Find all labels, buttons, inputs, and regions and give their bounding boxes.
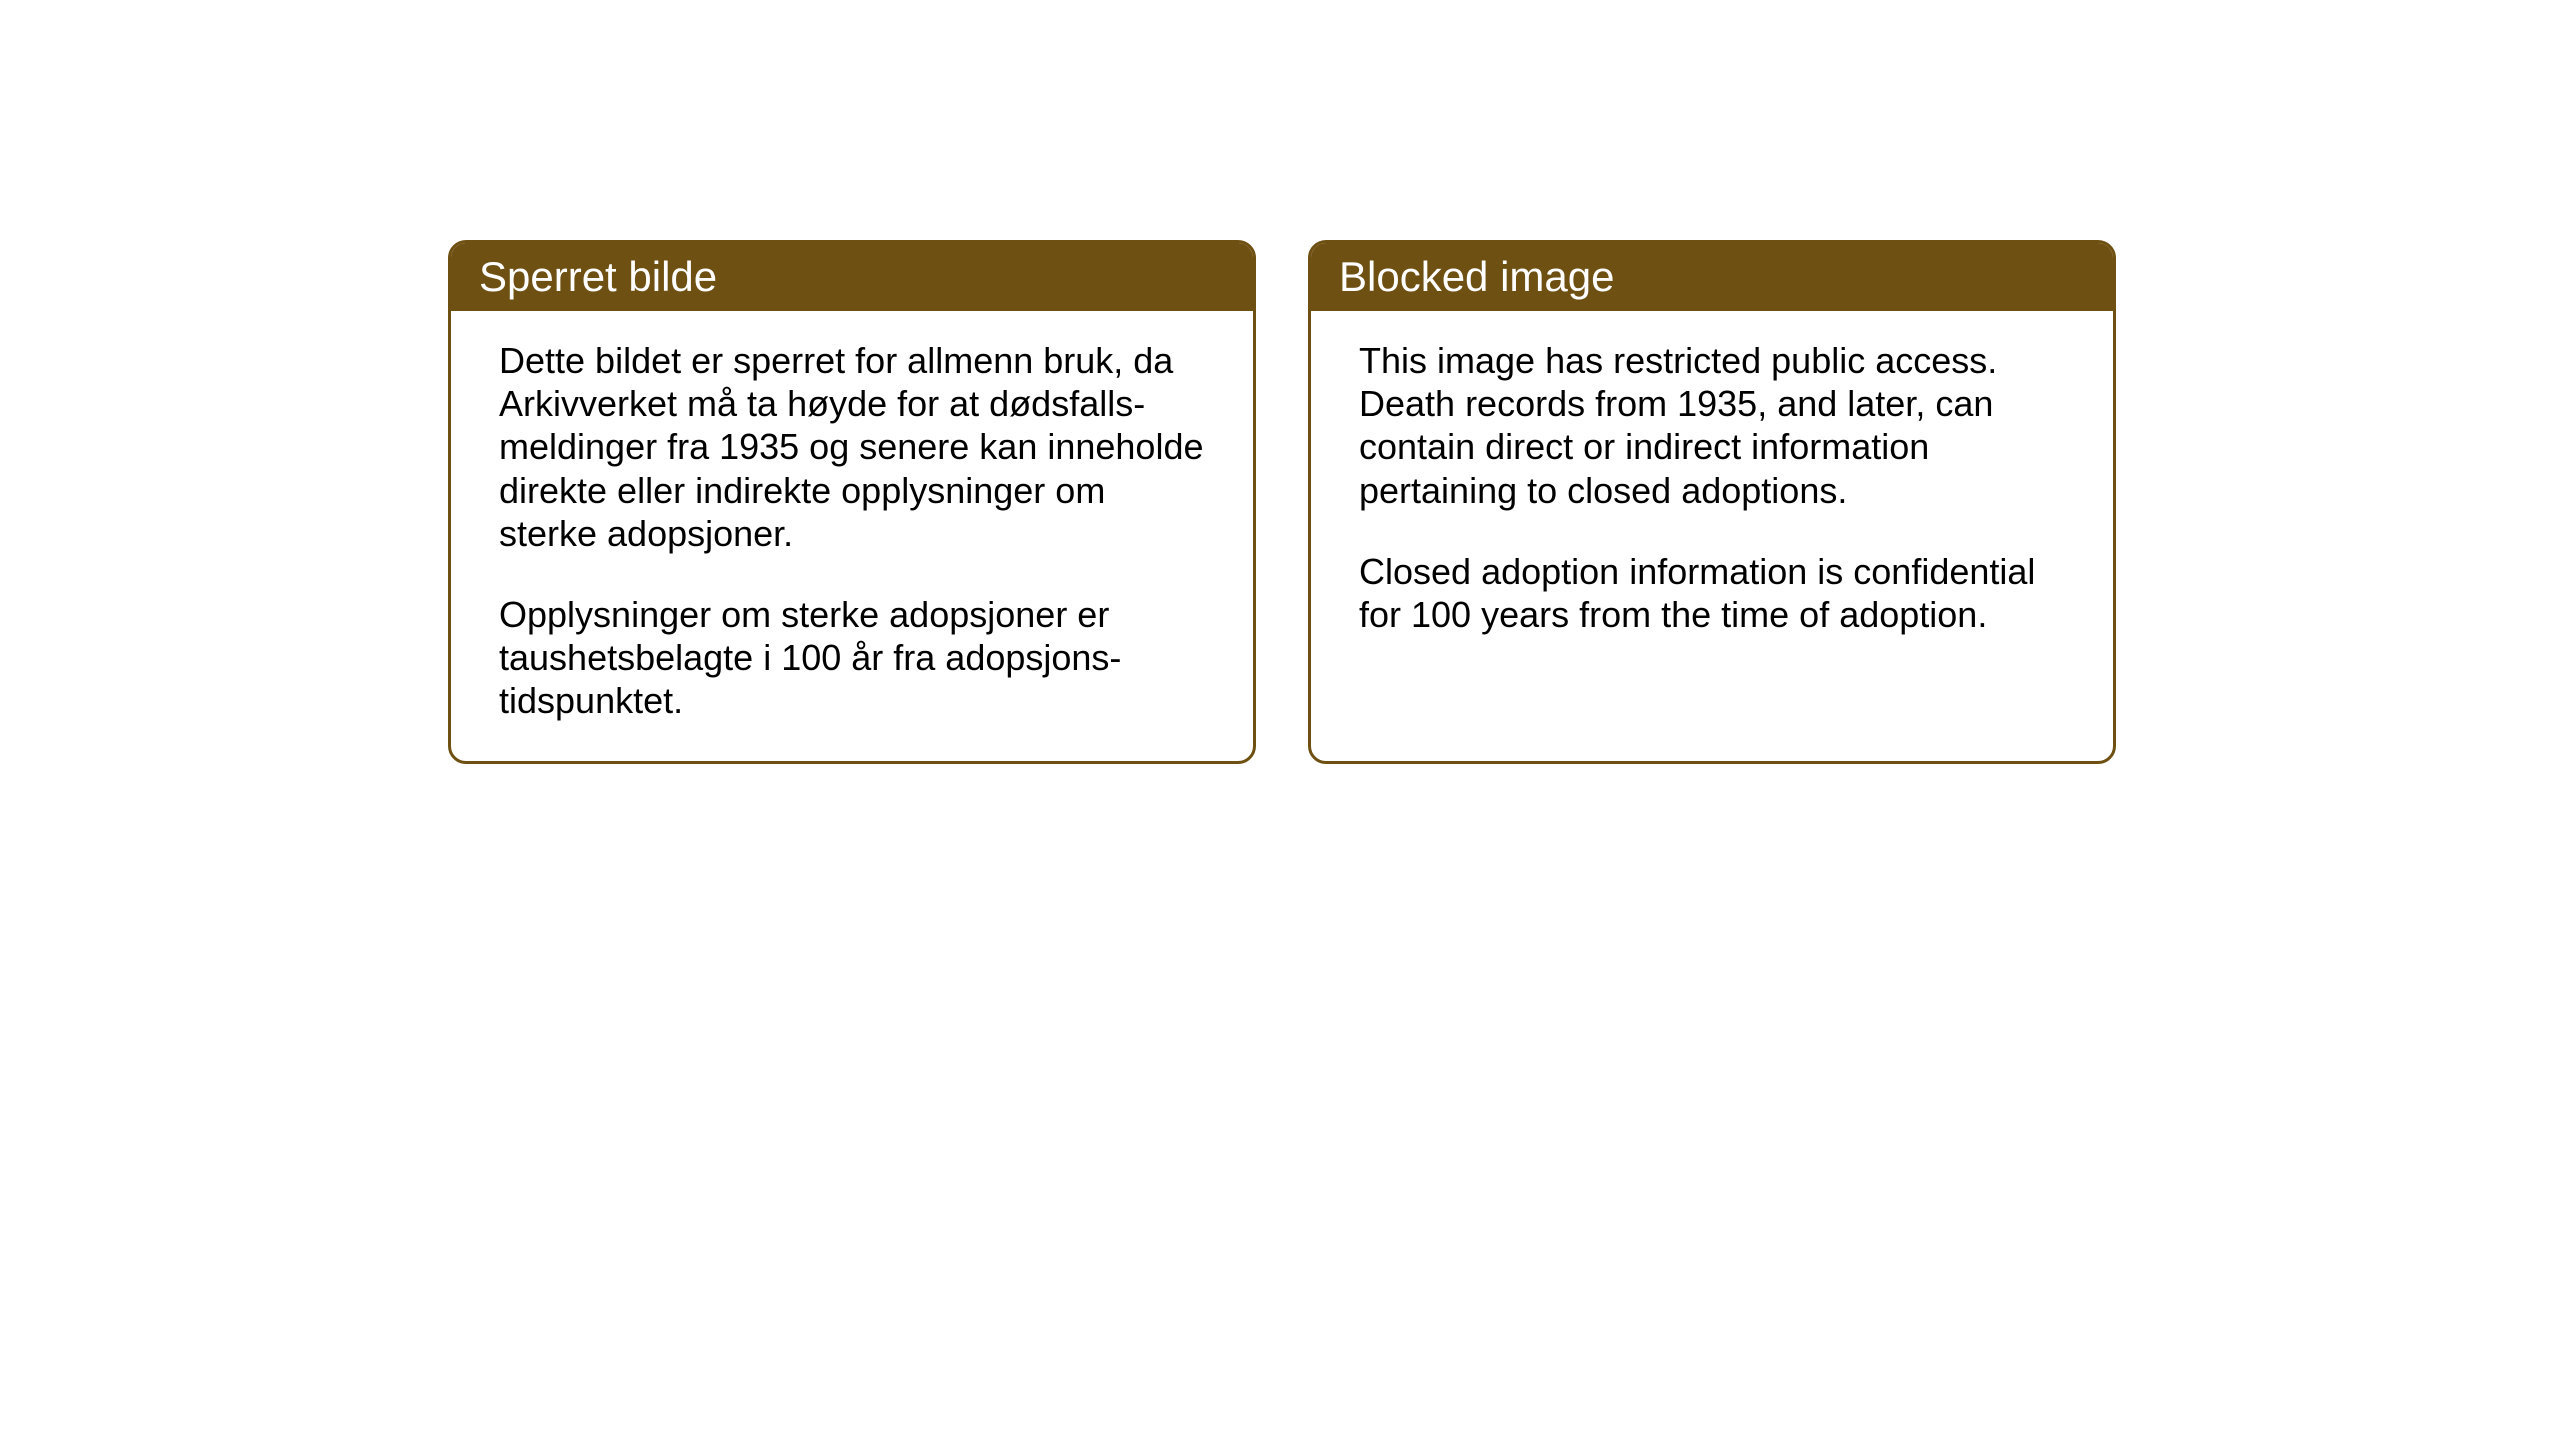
- notice-paragraph-1-norwegian: Dette bildet er sperret for allmenn bruk…: [499, 339, 1205, 555]
- notice-box-norwegian: Sperret bilde Dette bildet er sperret fo…: [448, 240, 1256, 764]
- notice-header-norwegian: Sperret bilde: [451, 243, 1253, 311]
- notice-header-english: Blocked image: [1311, 243, 2113, 311]
- notice-paragraph-2-english: Closed adoption information is confident…: [1359, 550, 2065, 636]
- notice-title-english: Blocked image: [1339, 253, 1614, 300]
- notice-paragraph-1-english: This image has restricted public access.…: [1359, 339, 2065, 512]
- notice-box-english: Blocked image This image has restricted …: [1308, 240, 2116, 764]
- notice-body-norwegian: Dette bildet er sperret for allmenn bruk…: [451, 311, 1253, 761]
- notice-body-english: This image has restricted public access.…: [1311, 311, 2113, 674]
- notices-container: Sperret bilde Dette bildet er sperret fo…: [448, 240, 2116, 764]
- notice-paragraph-2-norwegian: Opplysninger om sterke adopsjoner er tau…: [499, 593, 1205, 723]
- notice-title-norwegian: Sperret bilde: [479, 253, 717, 300]
